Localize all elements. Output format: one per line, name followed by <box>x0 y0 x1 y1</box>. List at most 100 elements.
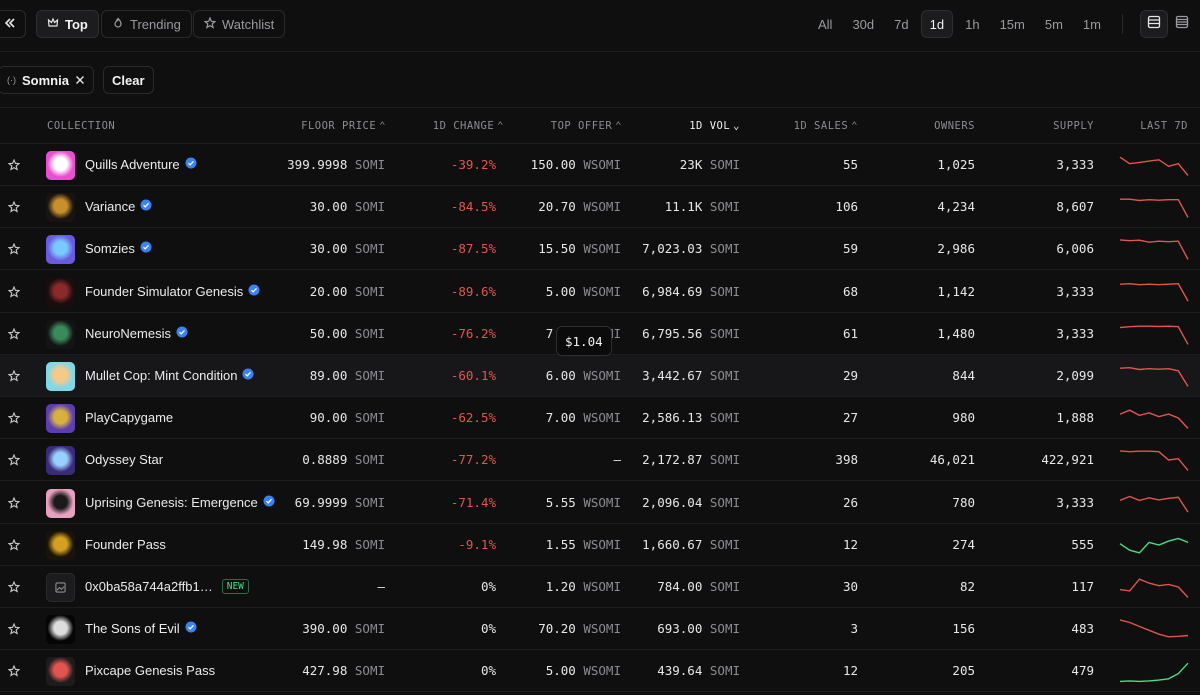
close-icon[interactable] <box>75 73 85 88</box>
table-header: COLLECTION FLOOR PRICE ⌃ 1D CHANGE ⌃ TOP O… <box>0 108 1200 144</box>
chain-filter-chip[interactable]: (·) Somnia <box>0 66 94 94</box>
star-icon[interactable] <box>7 158 22 172</box>
list-view-button[interactable] <box>1168 10 1196 38</box>
owners-count: 1,480 <box>937 325 975 341</box>
collection-name[interactable]: Odyssey Star <box>85 452 163 467</box>
collection-name[interactable]: Quills Adventure <box>85 157 197 172</box>
col-1d-vol[interactable]: 1D VOL ⌄ <box>689 120 740 132</box>
table-row[interactable]: Founder Simulator Genesis 20.00 SOMI -89… <box>0 271 1200 313</box>
collection-name[interactable]: The Sons of Evil <box>85 621 197 636</box>
top-offer-value: 7.00 <box>545 410 576 426</box>
collapse-sidebar-button[interactable] <box>0 10 26 38</box>
table-row[interactable]: Mullet Cop: Mint Condition 89.00 SOMI -6… <box>0 355 1200 397</box>
collection-name[interactable]: Variance <box>85 199 152 214</box>
volume-1d-value: 2,172.87 <box>642 452 703 468</box>
period-7d[interactable]: 7d <box>894 16 909 32</box>
star-icon[interactable] <box>7 327 22 341</box>
star-icon[interactable] <box>7 242 22 256</box>
collection-name[interactable]: Founder Simulator Genesis <box>85 284 260 299</box>
clear-filters-button[interactable]: Clear <box>103 66 154 94</box>
tab-top[interactable]: Top <box>36 10 99 38</box>
collection-name-text: Uprising Genesis: Emergence <box>85 494 258 510</box>
collection-avatar <box>46 573 75 602</box>
collection-name[interactable]: Uprising Genesis: Emergence <box>85 495 275 510</box>
col-floor-price[interactable]: FLOOR PRICE ⌃ <box>301 120 386 132</box>
col-1d-sales[interactable]: 1D SALES ⌃ <box>794 120 858 132</box>
period-5m[interactable]: 5m <box>1044 16 1063 32</box>
volume-1d-value: 7,023.03 <box>642 241 703 257</box>
table-row[interactable]: PlayCapygame 90.00 SOMI -62.5% 7.00 WSOM… <box>0 397 1200 440</box>
table-row[interactable]: Uprising Genesis: Emergence 69.9999 SOMI… <box>0 482 1200 524</box>
col-collection[interactable]: COLLECTION <box>47 120 116 132</box>
owners-count: 780 <box>952 494 975 510</box>
period-1m[interactable]: 1m <box>1082 16 1101 32</box>
period-1h[interactable]: 1h <box>965 16 980 32</box>
sparkline-7d <box>1119 495 1189 513</box>
star-icon[interactable] <box>7 369 22 383</box>
collection-avatar <box>46 362 75 391</box>
supply-count: 483 <box>1071 621 1094 637</box>
change-1d: -84.5% <box>450 199 496 215</box>
table-row[interactable]: 0x0ba58a744a2ffb1… NEW — 0% 1.20 WSOMI 78… <box>0 566 1200 608</box>
change-1d: -39.2% <box>450 157 496 172</box>
table-row[interactable]: Odyssey Star 0.8889 SOMI -77.2% — 2,172.… <box>0 439 1200 482</box>
table-row[interactable]: Quills Adventure 399.9998 SOMI -39.2% 15… <box>0 144 1200 186</box>
volume-1d: 784.00 SOMI <box>657 579 740 594</box>
star-icon[interactable] <box>7 411 22 425</box>
collection-name[interactable]: Mullet Cop: Mint Condition <box>85 368 254 383</box>
star-icon[interactable] <box>7 538 22 552</box>
collection-name-text: Pixcape Genesis Pass <box>85 663 216 679</box>
table-view-icon <box>1147 15 1161 34</box>
collection-name[interactable]: Founder Pass <box>85 537 166 552</box>
volume-1d-value: 439.64 <box>657 663 703 679</box>
table-row[interactable]: The Sons of Evil 390.00 SOMI 0% 70.20 WS… <box>0 608 1200 651</box>
period-1d[interactable]: 1d <box>920 10 954 38</box>
currency-unit: SOMI <box>709 452 740 468</box>
collection-name[interactable]: PlayCapygame <box>85 410 173 425</box>
collection-name-text: Quills Adventure <box>85 157 180 172</box>
table-row[interactable]: Founder Pass 149.98 SOMI -9.1% 1.55 WSOM… <box>0 524 1200 566</box>
star-icon[interactable] <box>7 453 22 467</box>
tab-trending[interactable]: Trending <box>101 10 192 38</box>
col-top-offer[interactable]: TOP OFFER ⌃ <box>551 120 622 132</box>
star-icon[interactable] <box>7 580 22 594</box>
currency-unit: SOMI <box>354 452 385 468</box>
owners-count: 46,021 <box>929 452 975 468</box>
col-supply[interactable]: SUPPLY <box>1053 120 1094 132</box>
price-tooltip: $1.04 <box>556 326 612 356</box>
currency-unit: SOMI <box>709 368 740 383</box>
star-icon[interactable] <box>7 622 22 636</box>
supply-count: 479 <box>1071 663 1094 679</box>
currency-unit: WSOMI <box>583 199 621 215</box>
collection-name[interactable]: Pixcape Genesis Pass <box>85 663 215 678</box>
table-row[interactable]: Somzies 30.00 SOMI -87.5% 15.50 WSOMI 7,… <box>0 228 1200 271</box>
top-offer-value: 150.00 <box>530 157 576 172</box>
table-view-button[interactable] <box>1140 10 1168 38</box>
volume-1d: 693.00 SOMI <box>657 621 740 636</box>
currency-unit: SOMI <box>354 283 385 299</box>
sales-1d: 61 <box>842 325 858 341</box>
top-offer-value: 70.20 <box>538 621 576 637</box>
col-1d-change[interactable]: 1D CHANGE ⌃ <box>433 120 504 132</box>
period-all[interactable]: All <box>818 16 833 32</box>
star-icon[interactable] <box>7 285 22 299</box>
collection-name[interactable]: 0x0ba58a744a2ffb1… NEW <box>85 579 249 594</box>
star-icon[interactable] <box>7 664 22 678</box>
sort-icon: ⌃ <box>615 120 622 132</box>
collection-name[interactable]: NeuroNemesis <box>85 326 188 341</box>
collection-name-text: Founder Pass <box>85 536 166 552</box>
sparkline-7d <box>1119 537 1189 554</box>
period-15m[interactable]: 15m <box>999 16 1025 32</box>
period-30d[interactable]: 30d <box>852 16 875 32</box>
table-row[interactable]: Variance 30.00 SOMI -84.5% 20.70 WSOMI 1… <box>0 186 1200 229</box>
owners-count: 205 <box>952 663 975 679</box>
sales-1d: 12 <box>842 536 858 552</box>
top-offer-value: — <box>613 452 621 468</box>
star-icon[interactable] <box>7 496 22 510</box>
tab-watchlist[interactable]: Watchlist <box>193 10 286 38</box>
star-icon[interactable] <box>7 200 22 214</box>
table-row[interactable]: Pixcape Genesis Pass 427.98 SOMI 0% 5.00… <box>0 650 1200 693</box>
col-owners[interactable]: OWNERS <box>934 120 975 132</box>
new-badge: NEW <box>221 579 249 594</box>
collection-name[interactable]: Somzies <box>85 241 152 256</box>
